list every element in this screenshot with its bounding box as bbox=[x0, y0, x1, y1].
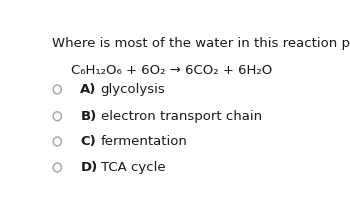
Text: electron transport chain: electron transport chain bbox=[101, 110, 262, 123]
Text: B): B) bbox=[80, 110, 97, 123]
Text: A): A) bbox=[80, 83, 97, 96]
Text: C): C) bbox=[80, 135, 96, 148]
Text: D): D) bbox=[80, 161, 98, 174]
Text: fermentation: fermentation bbox=[101, 135, 188, 148]
Text: TCA cycle: TCA cycle bbox=[101, 161, 165, 174]
Text: Where is most of the water in this reaction produced?: Where is most of the water in this react… bbox=[52, 37, 350, 50]
Text: glycolysis: glycolysis bbox=[101, 83, 166, 96]
Text: C₆H₁₂O₆ + 6O₂ → 6CO₂ + 6H₂O: C₆H₁₂O₆ + 6O₂ → 6CO₂ + 6H₂O bbox=[71, 64, 272, 77]
